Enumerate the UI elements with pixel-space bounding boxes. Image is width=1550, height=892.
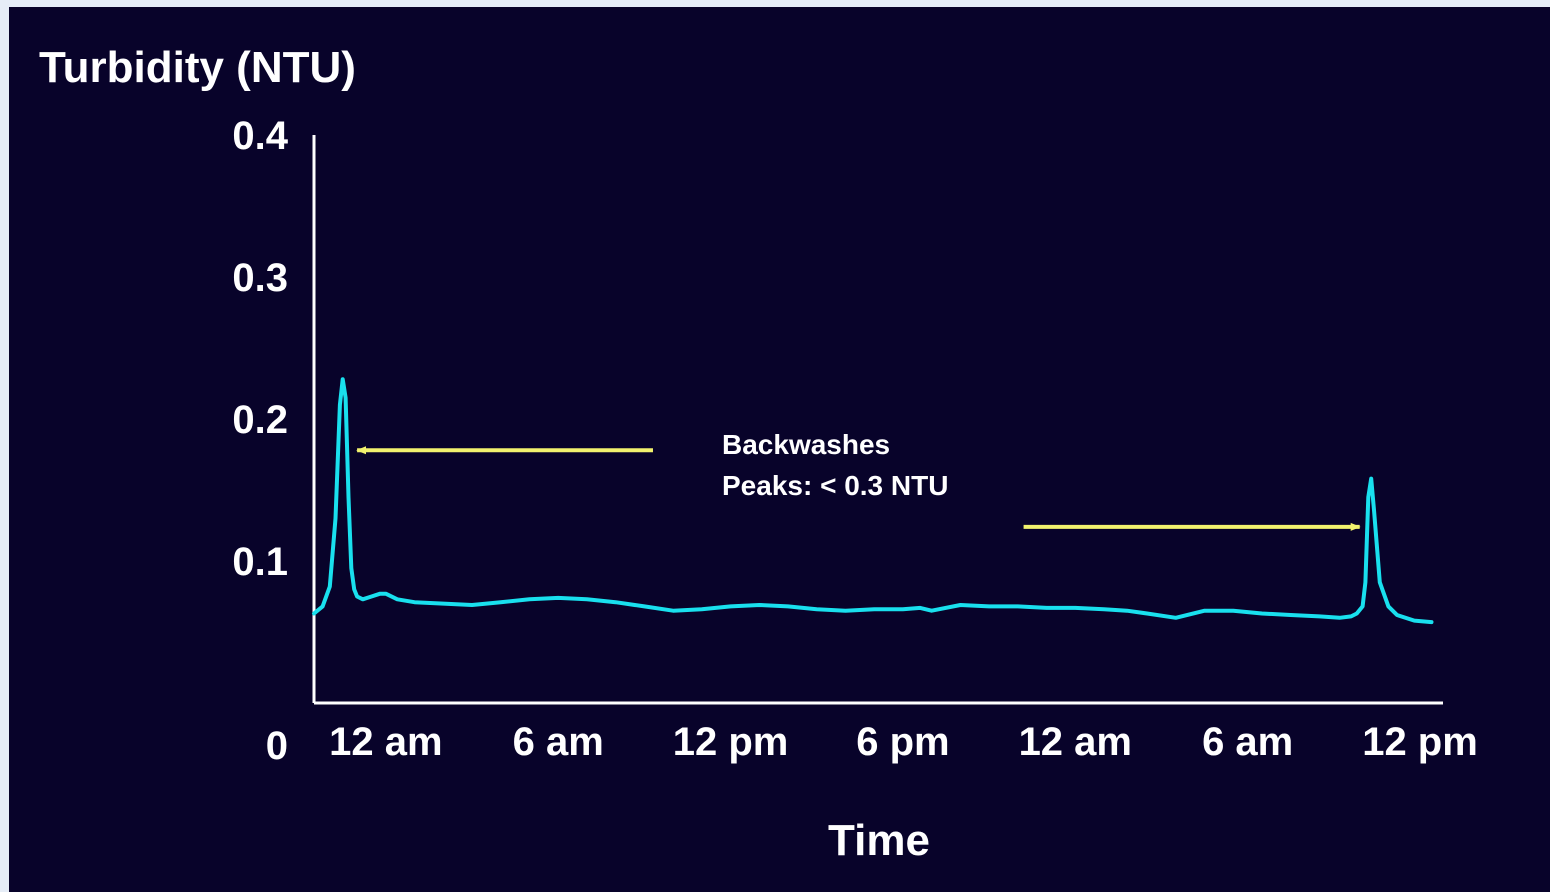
y-axis-ticks: 0 0.1 0.2 0.3 0.4 [232,114,288,768]
y-tick-label: 0.3 [232,256,288,300]
y-tick-label: 0.1 [232,540,288,584]
x-axis-ticks: 12 am 6 am 12 pm 6 pm 12 am 6 am 12 pm [329,720,1478,764]
y-axis-title: Turbidity (NTU) [39,43,356,92]
turbidity-chart: Turbidity (NTU) 00.10.20.30.4 12 am 6 am 1… [39,43,1478,865]
annotation-line-2: Peaks: < 0.3 NTU [722,470,948,501]
x-tick-label: 12 am [1019,720,1132,764]
x-tick-label: 6 am [1202,720,1293,764]
x-tick-label: 6 pm [856,720,949,764]
x-tick-label: 12 pm [673,720,789,764]
y-tick-label: 0 [266,724,288,768]
slide-background: Turbidity (NTU) 0 0.1 0.2 0.3 0.4 12 am 6 am 1… [9,7,1550,892]
x-tick-label: 12 am [329,720,442,764]
annotation-line-1: Backwashes [722,429,890,460]
x-tick-label: 12 pm [1362,720,1478,764]
x-tick-label: 6 am [513,720,604,764]
turbidity-series-line [312,377,1434,625]
y-tick-label: 0.4 [232,114,288,158]
x-axis-title: Time [828,816,930,865]
y-tick-label: 0.2 [232,398,288,442]
